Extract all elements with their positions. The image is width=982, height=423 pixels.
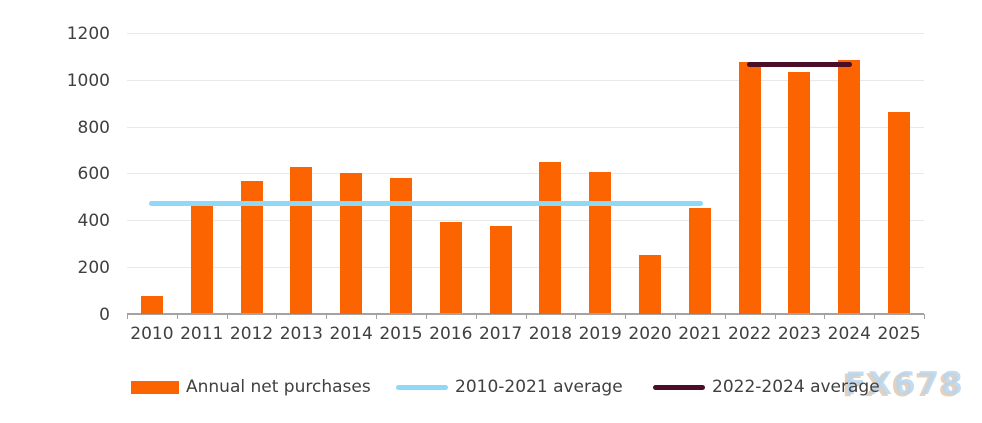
x-tick-label-2021: 2021: [678, 323, 722, 344]
x-axis-tick: [176, 313, 178, 319]
x-tick-label-2017: 2017: [478, 323, 523, 344]
y-tick-label-200: 200: [77, 257, 110, 278]
x-axis-tick: [724, 313, 726, 319]
bar-2012: [240, 181, 263, 314]
y-tick-label-600: 600: [77, 164, 110, 185]
x-axis-tick: [226, 313, 228, 319]
bar-2011: [190, 204, 213, 314]
x-axis-tick: [924, 313, 925, 319]
y-tick-label-1200: 1200: [66, 24, 110, 44]
bar-2016: [439, 222, 462, 314]
bar-2017: [489, 225, 512, 314]
legend-label-annual-net-purchases: Annual net purchases: [186, 377, 371, 397]
x-axis-tick: [625, 313, 627, 319]
gridline-800: [127, 126, 924, 128]
legend-label-2010-2021-average: 2010-2021 average: [455, 377, 623, 397]
x-tick-label-2010: 2010: [130, 323, 174, 344]
gridline-600: [127, 173, 924, 175]
legend-blue-line-swatch: [396, 384, 448, 390]
x-axis-tick: [425, 313, 427, 319]
x-axis-tick: [774, 313, 776, 319]
x-axis-tick: [475, 313, 477, 319]
x-tick-label-2014: 2014: [329, 323, 373, 344]
x-axis-tick: [525, 313, 527, 319]
x-tick-label-2016: 2016: [429, 323, 473, 344]
y-tick-label-0: 0: [99, 304, 110, 325]
bar-2014: [340, 173, 363, 314]
x-axis-tick: [674, 313, 676, 319]
gridline-1000: [127, 79, 924, 81]
bar-2022: [738, 62, 761, 314]
x-axis-tick: [127, 313, 128, 319]
x-tick-label-2023: 2023: [777, 323, 822, 344]
bar-2010: [140, 295, 163, 314]
gridline-1200: [127, 33, 924, 34]
x-axis-tick: [824, 313, 826, 319]
bar-2025: [888, 112, 911, 314]
x-axis-tick: [874, 313, 876, 319]
x-tick-label-2019: 2019: [578, 323, 622, 344]
x-tick-label-2015: 2015: [379, 323, 423, 344]
x-tick-label-2011: 2011: [180, 323, 224, 344]
x-tick-label-2024: 2024: [827, 323, 871, 344]
chart-legend: Annual net purchases 2010-2021 average 2…: [0, 374, 982, 400]
legend-bar-swatch: [131, 380, 179, 394]
legend-item-2022-2024-average: 2022-2024 average: [653, 374, 880, 400]
x-tick-label-2018: 2018: [528, 323, 573, 344]
bar-2015: [389, 177, 412, 314]
bar-2013: [290, 167, 313, 314]
bar-2020: [639, 255, 662, 314]
legend-maroon-line-swatch: [653, 384, 705, 390]
x-tick-label-2012: 2012: [229, 323, 274, 344]
x-axis-tick: [276, 313, 278, 319]
x-axis-tick: [376, 313, 378, 319]
y-tick-label-1000: 1000: [66, 70, 110, 91]
y-tick-label-800: 800: [77, 117, 110, 138]
average-line-2022-2024: [746, 62, 853, 68]
x-axis-tick: [575, 313, 577, 319]
gridline-400: [127, 220, 924, 221]
bar-2024: [838, 59, 861, 314]
gridline-200: [127, 266, 924, 268]
x-axis-tick: [326, 313, 328, 319]
legend-item-annual-net-purchases: Annual net purchases: [131, 374, 371, 400]
legend-item-2010-2021-average: 2010-2021 average: [396, 374, 623, 400]
bar-2019: [589, 172, 612, 314]
x-tick-label-2022: 2022: [728, 323, 772, 344]
watermark: FX678: [845, 366, 965, 402]
bar-2021: [688, 208, 711, 314]
bar-2018: [539, 161, 562, 314]
x-tick-label-2020: 2020: [628, 323, 672, 344]
y-tick-label-400: 400: [77, 211, 110, 231]
average-line-2010-2021: [148, 201, 703, 207]
bar-2023: [788, 71, 811, 314]
x-tick-label-2013: 2013: [279, 323, 323, 344]
x-tick-label-2025: 2025: [877, 323, 921, 344]
legend-label-2022-2024-average: 2022-2024 average: [712, 377, 880, 397]
